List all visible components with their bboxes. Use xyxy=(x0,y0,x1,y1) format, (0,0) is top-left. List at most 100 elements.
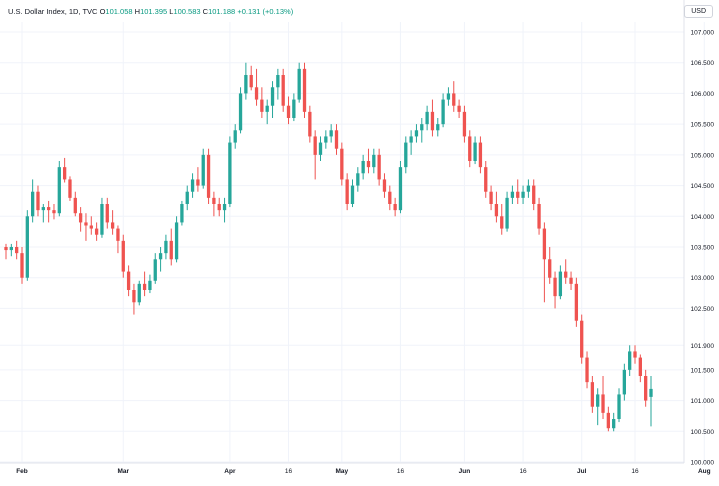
candle-body xyxy=(73,197,77,214)
candle xyxy=(574,277,579,327)
candle-body xyxy=(222,204,227,211)
y-tick-label: 106.000 xyxy=(691,91,715,98)
candle xyxy=(89,216,93,235)
candle-body xyxy=(212,197,216,204)
y-tick-label: 105.500 xyxy=(691,122,715,129)
y-tick-label: 104.000 xyxy=(691,214,715,221)
candle xyxy=(270,81,275,118)
candle-body xyxy=(302,68,307,112)
candle-body xyxy=(20,253,24,278)
candle xyxy=(585,351,589,389)
candle-body xyxy=(15,247,19,254)
candle-body xyxy=(132,290,136,303)
candle xyxy=(382,173,387,198)
candle xyxy=(297,62,301,103)
candle xyxy=(468,130,472,168)
candle xyxy=(52,204,56,220)
candle xyxy=(73,191,77,217)
candle-body xyxy=(89,225,93,229)
candle-body xyxy=(292,99,296,118)
candle xyxy=(57,161,61,217)
candle xyxy=(148,274,152,294)
candle xyxy=(324,130,328,149)
candle xyxy=(590,376,595,413)
candle-body xyxy=(372,154,376,168)
candle xyxy=(105,197,109,229)
candle-body xyxy=(596,394,600,407)
candle-body xyxy=(137,283,141,303)
candle-body xyxy=(324,136,328,143)
candle xyxy=(20,247,24,284)
candle xyxy=(201,148,205,189)
candle xyxy=(121,234,125,278)
candle xyxy=(500,204,504,235)
y-axis: 100.000 100.500 101.000 101.500 101.900 102.5… xyxy=(683,0,715,467)
candle-body xyxy=(260,99,264,112)
y-tick-label: 106.500 xyxy=(691,60,715,67)
candle xyxy=(25,210,29,281)
candle-body xyxy=(366,161,371,168)
candle xyxy=(31,179,35,223)
candle xyxy=(542,222,547,303)
candle-body xyxy=(516,191,520,198)
candle-body xyxy=(286,105,291,118)
candle-body xyxy=(46,207,51,211)
candle-body xyxy=(361,161,365,174)
candle-body xyxy=(452,93,456,106)
candle xyxy=(190,173,195,198)
candle xyxy=(526,179,531,198)
candle xyxy=(564,259,568,284)
candle xyxy=(244,62,248,100)
candle-body xyxy=(313,136,317,155)
candle xyxy=(313,130,317,180)
candle xyxy=(286,96,291,125)
candle xyxy=(222,197,227,223)
candle xyxy=(206,148,211,204)
candle-body xyxy=(164,240,168,254)
candle xyxy=(622,363,626,401)
y-tick-label: 104.500 xyxy=(691,183,715,190)
candle-body xyxy=(100,204,104,235)
currency-button[interactable]: USD xyxy=(684,5,713,18)
candle xyxy=(217,197,221,217)
candle xyxy=(329,124,333,143)
y-tick-label: 107.000 xyxy=(691,30,715,37)
candle-body xyxy=(249,75,253,88)
candle-body xyxy=(345,179,349,204)
candle-body xyxy=(590,382,595,407)
candle-body xyxy=(580,320,584,358)
candle-body xyxy=(228,142,232,204)
candle xyxy=(238,87,243,134)
candle-body xyxy=(105,204,109,223)
candle-body xyxy=(601,394,605,413)
candle xyxy=(633,345,637,364)
candle-body xyxy=(649,388,653,397)
candle-body xyxy=(244,75,248,94)
candle-body xyxy=(558,271,563,297)
candle xyxy=(334,124,339,155)
candle-body xyxy=(574,283,579,321)
candle xyxy=(484,161,488,198)
candle-body xyxy=(430,111,435,131)
candle-body xyxy=(521,191,525,198)
candle xyxy=(420,118,424,143)
candle-body xyxy=(420,124,424,131)
candle-body xyxy=(238,93,243,131)
candle-body xyxy=(532,185,536,204)
candle xyxy=(276,68,280,100)
candle-body xyxy=(446,93,451,100)
candle xyxy=(478,136,483,174)
candle xyxy=(638,354,642,383)
candle xyxy=(409,130,413,155)
candle-body xyxy=(398,167,403,211)
candle-body xyxy=(201,154,205,186)
candle-body xyxy=(553,277,557,297)
y-tick-label: 101.000 xyxy=(691,398,715,405)
candle-body xyxy=(548,259,552,278)
candle-body xyxy=(4,247,8,251)
candle-body xyxy=(628,351,632,370)
candle xyxy=(532,179,536,211)
candle-body xyxy=(84,222,88,226)
